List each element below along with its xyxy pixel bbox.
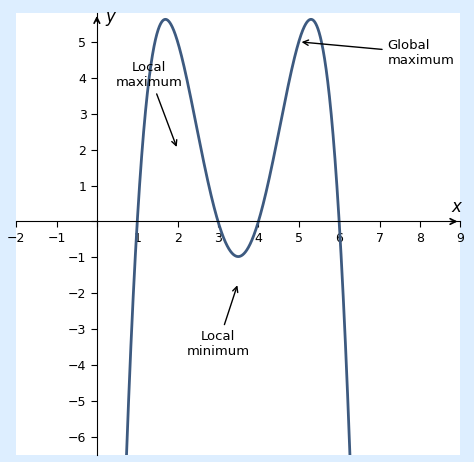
Text: Local
minimum: Local minimum [186, 287, 250, 358]
Text: Global
maximum: Global maximum [303, 39, 455, 67]
Text: Local
maximum: Local maximum [116, 61, 183, 146]
Text: x: x [451, 199, 461, 217]
Text: y: y [105, 8, 115, 26]
